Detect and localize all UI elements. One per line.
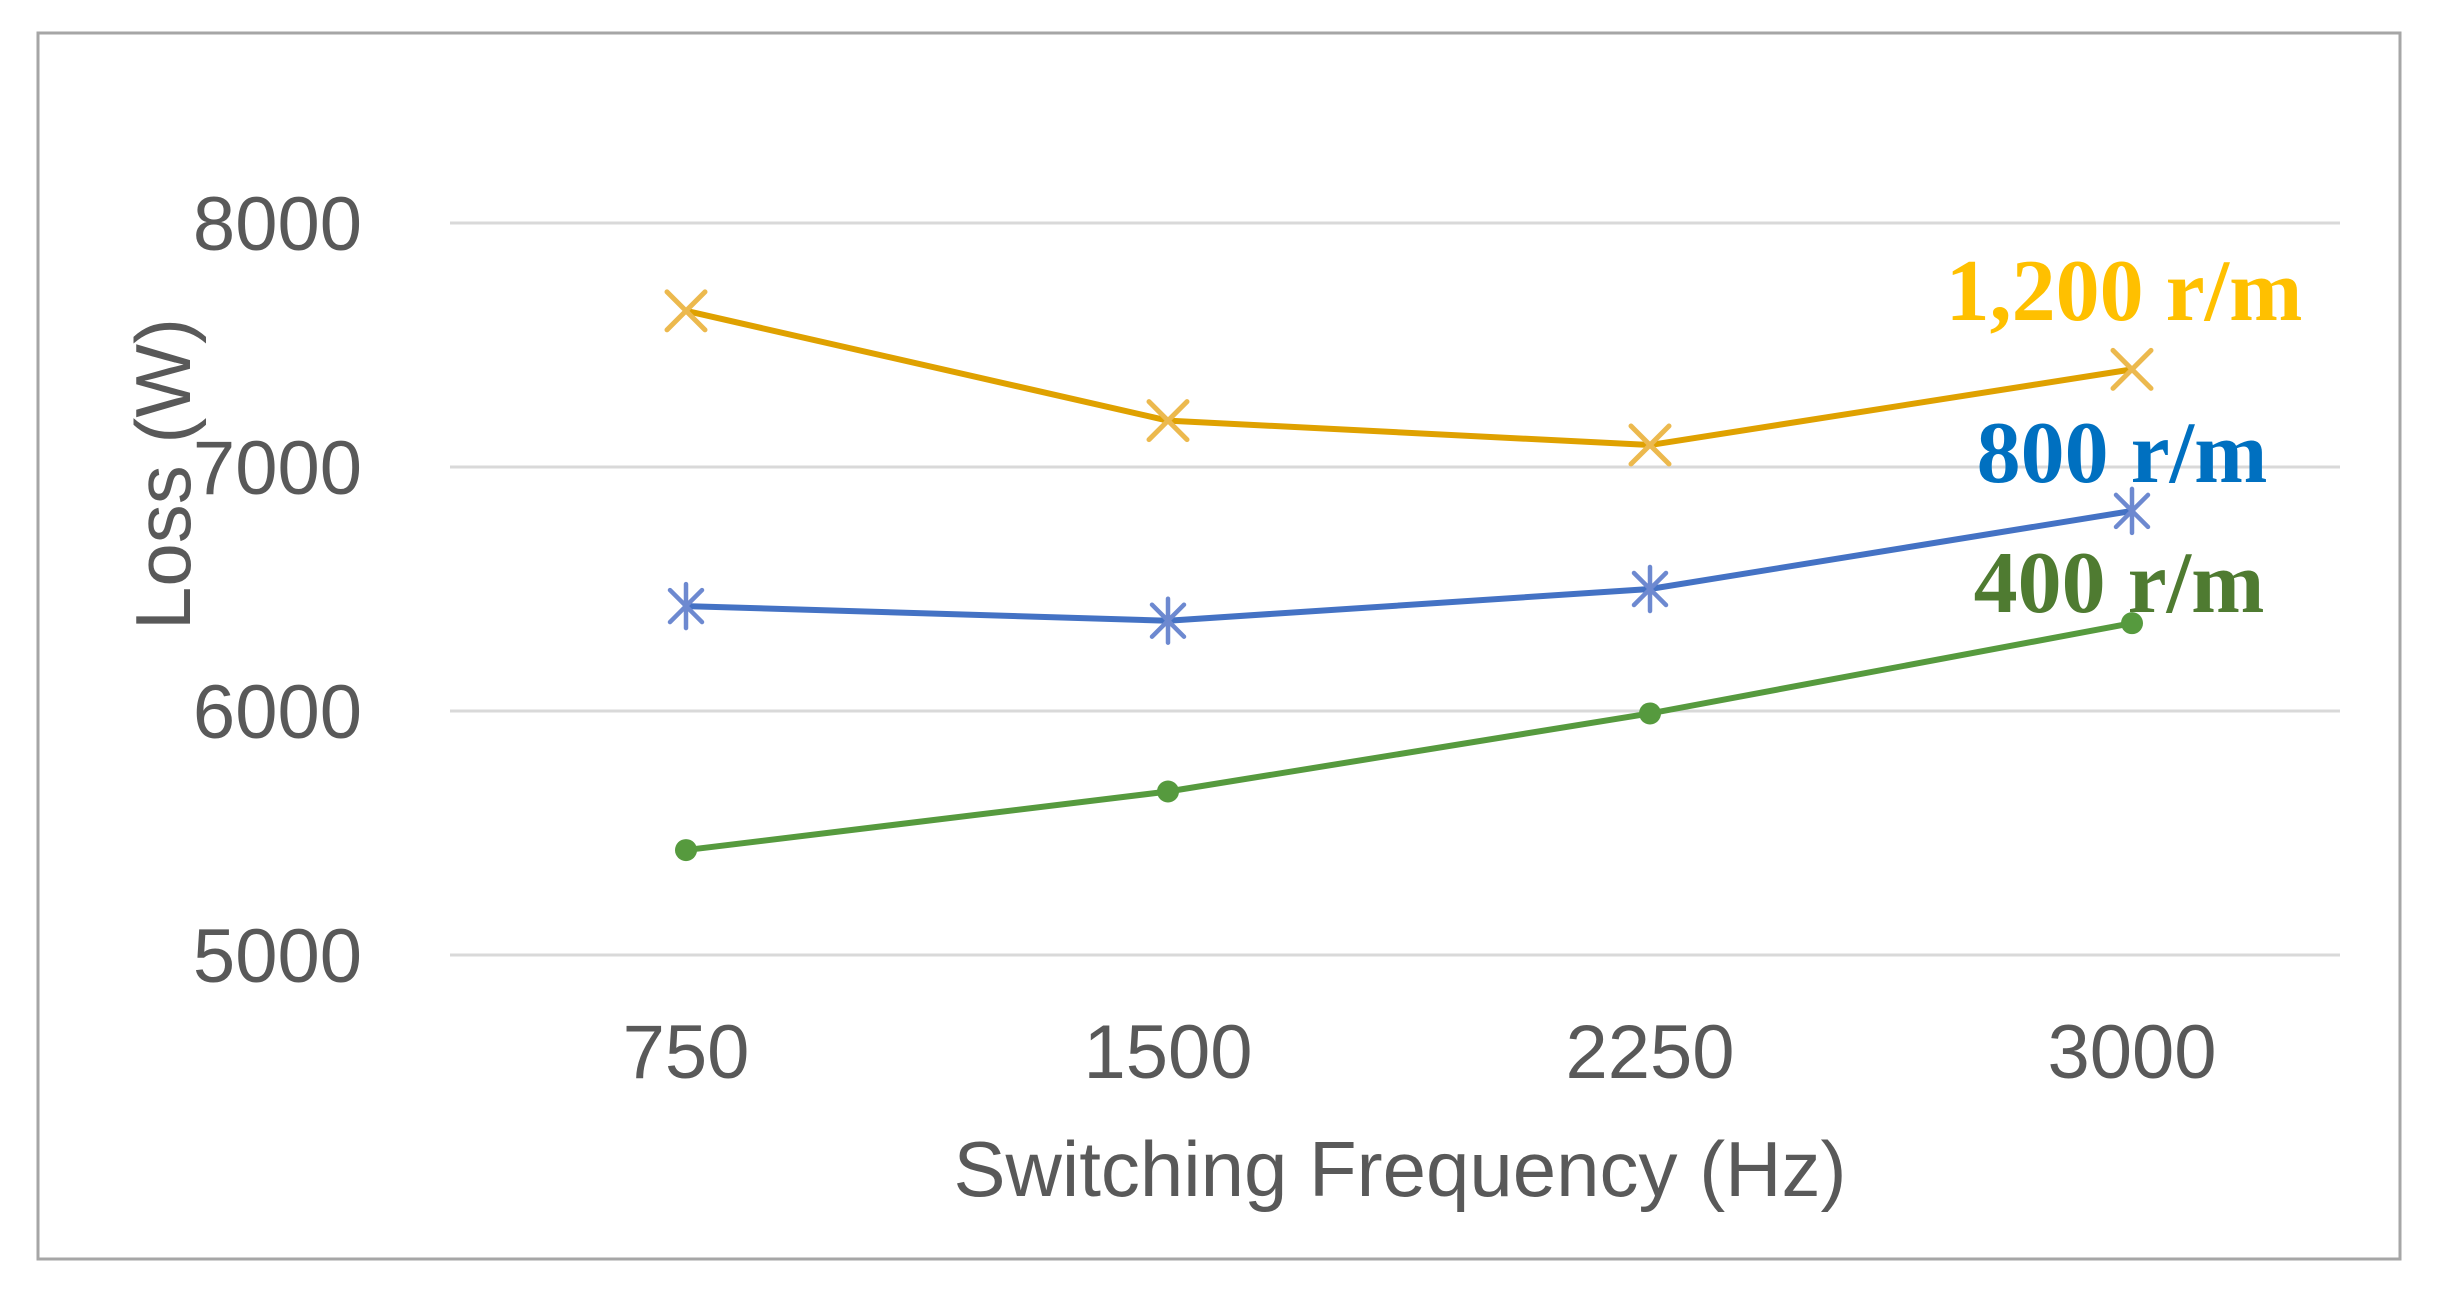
series-label-group: 1,200 r/m 800 r/m 400 r/m <box>1946 243 2303 632</box>
marker-asterisk-1-2 <box>1631 564 1669 614</box>
marker-circle-2-2 <box>1639 702 1661 725</box>
marker-circle-2-3 <box>2121 612 2143 635</box>
series-line-group <box>683 307 2135 854</box>
series-line-0 <box>683 307 2135 449</box>
y-tick-label-7000: 7000 <box>193 426 362 511</box>
x-axis-title: Switching Frequency (Hz) <box>954 1125 1847 1213</box>
marker-asterisk-1-1 <box>1149 596 1187 645</box>
y-axis-tick-labels: 5000 6000 7000 8000 <box>193 182 362 999</box>
series-label-0: 1,200 r/m <box>1946 243 2303 340</box>
gridline-group <box>450 221 2340 957</box>
series-line-1 <box>683 507 2135 624</box>
marker-x-0-1 <box>1146 399 1190 443</box>
marker-asterisk-1-0 <box>667 581 705 631</box>
marker-x-0-2 <box>1628 423 1672 467</box>
series-label-2: 400 r/m <box>1974 535 2265 632</box>
y-tick-label-8000: 8000 <box>193 182 362 267</box>
marker-x-0-3 <box>2110 347 2154 391</box>
series-line-2 <box>683 620 2135 854</box>
y-tick-label-5000: 5000 <box>193 914 362 999</box>
marker-circle-2-1 <box>1157 780 1179 803</box>
marker-asterisk-1-3 <box>2113 486 2151 536</box>
x-tick-label-1500: 1500 <box>1083 1010 1252 1095</box>
y-axis-title: Loss (W) <box>119 318 207 630</box>
marker-x-0-0 <box>664 289 708 333</box>
x-axis-tick-labels: 750 1500 2250 3000 <box>623 1010 2217 1095</box>
x-tick-label-750: 750 <box>623 1010 750 1095</box>
x-tick-label-3000: 3000 <box>2047 1010 2216 1095</box>
series-marker-group <box>664 289 2154 862</box>
y-tick-label-6000: 6000 <box>193 670 362 755</box>
x-tick-label-2250: 2250 <box>1565 1010 1734 1095</box>
marker-circle-2-0 <box>675 839 697 862</box>
series-label-1: 800 r/m <box>1977 405 2268 502</box>
